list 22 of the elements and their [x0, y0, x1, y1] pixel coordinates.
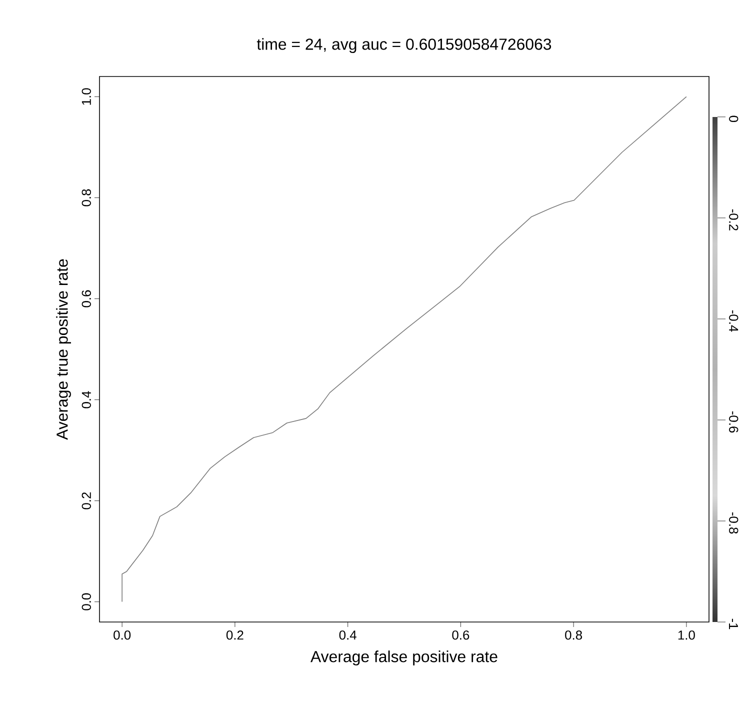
x-tick-label: 0.0	[114, 630, 131, 640]
y-tick-label: 0.0	[82, 593, 91, 610]
y-tick-label: 0.4	[82, 391, 91, 408]
color-bar-label: -0.8	[729, 512, 738, 534]
x-tick-label: 0.8	[565, 630, 582, 640]
color-bar-label: 0	[729, 116, 738, 122]
x-tick-label: 1.0	[678, 630, 695, 640]
x-tick-label: 0.6	[452, 630, 470, 640]
x-tick-label: 0.4	[339, 630, 356, 640]
color-bar-label: -0.6	[729, 411, 738, 433]
line-series	[122, 96, 687, 602]
y-tick-label: 0.6	[82, 290, 91, 308]
y-tick-label: 0.8	[82, 189, 91, 206]
color-bar-label: -1	[729, 618, 738, 630]
x-tick-label: 0.2	[226, 630, 244, 640]
color-bar-label: -0.4	[729, 310, 738, 332]
y-tick-label: 1.0	[82, 88, 91, 105]
y-axis-title: Average true positive rate	[56, 259, 71, 440]
chart-title: time = 24, avg auc = 0.601590584726063	[256, 38, 552, 53]
y-tick-label: 0.2	[82, 492, 91, 510]
x-axis-title: Average false positive rate	[310, 650, 498, 666]
color-bar-label: -0.2	[729, 209, 738, 230]
